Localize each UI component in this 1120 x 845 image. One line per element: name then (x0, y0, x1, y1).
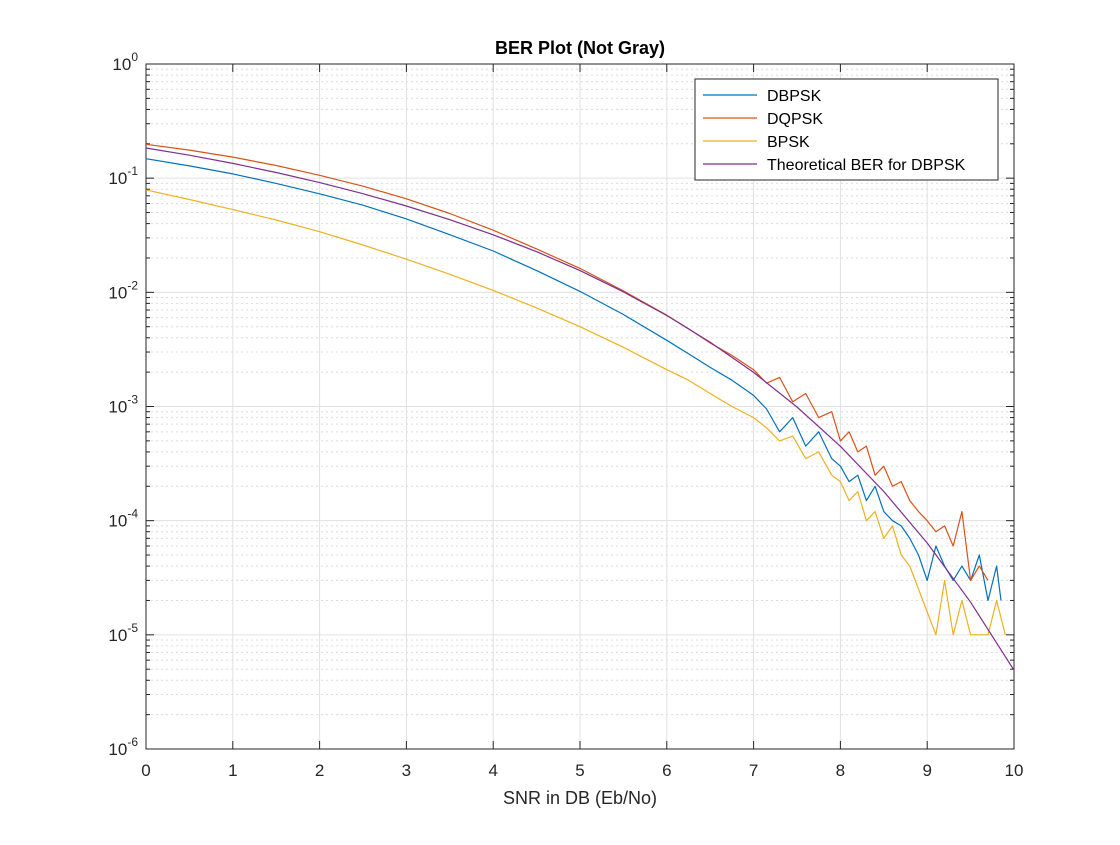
y-tick-label: 10-3 (108, 393, 138, 417)
x-tick-label: 3 (402, 761, 411, 780)
y-tick-label: 10-5 (108, 621, 138, 645)
x-tick-label: 7 (749, 761, 758, 780)
y-tick-base: 10 (108, 740, 127, 759)
y-tick-label: 10-2 (108, 278, 138, 302)
x-axis-label: SNR in DB (Eb/No) (503, 788, 657, 808)
x-tick-label: 4 (488, 761, 497, 780)
y-tick-label: 10-6 (108, 735, 138, 759)
legend: DBPSK DQPSK BPSK Theoretical BER for DBPSK (694, 78, 999, 181)
x-tick-label: 1 (228, 761, 237, 780)
y-tick-exponent: -3 (127, 393, 138, 407)
y-tick-base: 10 (112, 55, 131, 74)
y-tick-exponent: -6 (127, 735, 138, 749)
y-tick-label: 10-4 (108, 507, 138, 531)
y-tick-base: 10 (108, 283, 127, 302)
series-lines (145, 143, 1015, 671)
y-tick-label: 10-1 (108, 164, 138, 188)
y-tick-base: 10 (108, 626, 127, 645)
x-tick-labels: 0 1 2 3 4 5 6 7 8 9 10 (141, 761, 1023, 780)
x-tick-label: 0 (141, 761, 150, 780)
x-tick-label: 9 (922, 761, 931, 780)
series-line-dqpsk (145, 143, 989, 582)
x-tick-label: 8 (836, 761, 845, 780)
y-tick-exponent: -5 (127, 621, 138, 635)
chart-title: BER Plot (Not Gray) (495, 38, 665, 58)
y-tick-exponent: -2 (127, 278, 138, 292)
y-tick-base: 10 (108, 512, 127, 531)
y-tick-exponent: 0 (131, 50, 138, 64)
y-tick-exponent: -4 (127, 507, 138, 521)
y-tick-base: 10 (108, 169, 127, 188)
y-tick-label: 100 (112, 50, 138, 74)
legend-label: Theoretical BER for DBPSK (767, 157, 966, 174)
series-line-bpsk (145, 189, 1006, 636)
legend-label: DBPSK (767, 88, 822, 105)
legend-box (694, 78, 999, 181)
series-line-theoretical-ber-for-dbpsk (145, 147, 1015, 671)
legend-label: DQPSK (767, 111, 823, 128)
x-tick-label: 6 (662, 761, 671, 780)
y-tick-base: 10 (108, 398, 127, 417)
legend-label: BPSK (767, 134, 810, 151)
tick-marks (145, 63, 1015, 750)
x-tick-label: 5 (575, 761, 584, 780)
y-tick-exponent: -1 (127, 164, 138, 178)
x-tick-label: 2 (315, 761, 324, 780)
x-tick-label: 10 (1005, 761, 1024, 780)
